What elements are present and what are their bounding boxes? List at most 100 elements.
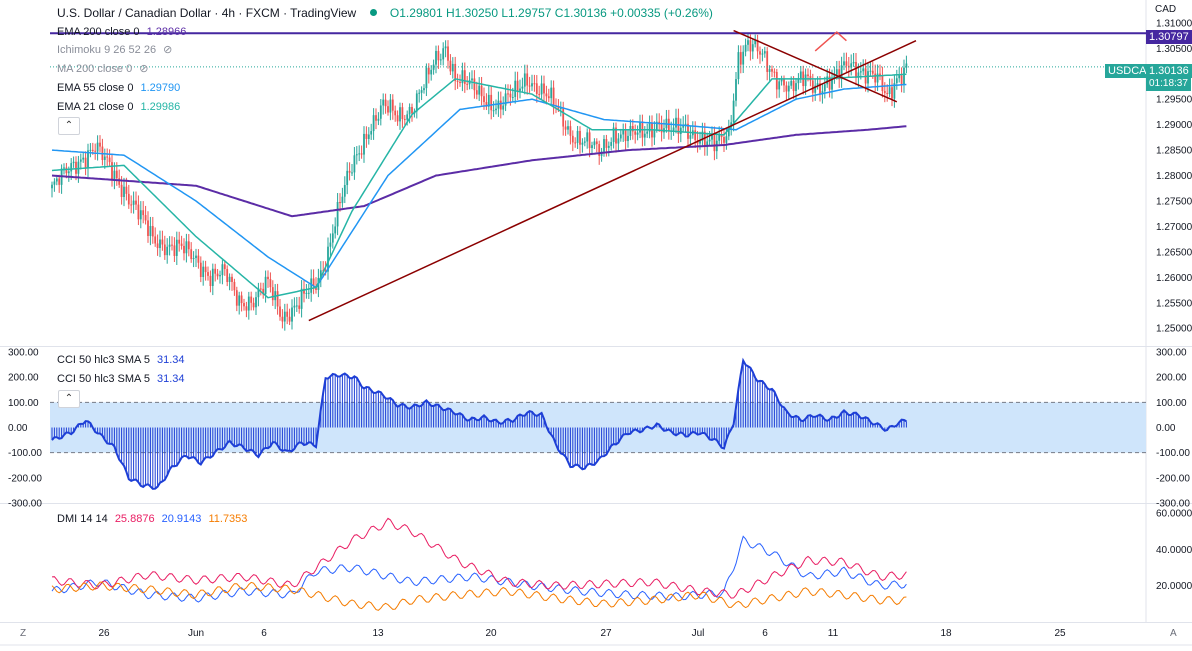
candle-body <box>900 75 903 84</box>
candle-body <box>166 246 169 256</box>
ohlc-low: L1.29757 <box>501 6 552 20</box>
candle-body <box>291 307 293 322</box>
candle-body <box>684 123 687 126</box>
candle-body <box>298 305 301 309</box>
candle-body <box>521 86 524 89</box>
currency-text: CAD <box>1155 4 1177 15</box>
candle-body <box>447 46 449 61</box>
time-tick-label: 25 <box>1054 628 1066 639</box>
candle-body <box>725 136 728 143</box>
candle-body <box>643 133 646 138</box>
candle-body <box>459 81 461 84</box>
candle-body <box>370 131 373 135</box>
price-tick-label: 1.27500 <box>1156 196 1192 207</box>
legend-cci-2[interactable]: CCI 50 hlc3 SMA 5 31.34 <box>57 372 189 386</box>
candle-body <box>531 83 533 87</box>
dmi-minus-line <box>51 517 907 599</box>
legend-ma200[interactable]: MA 200 close 0 ⊘ <box>57 62 153 76</box>
candle-body <box>137 204 140 220</box>
candle-body <box>444 46 447 49</box>
candle-body <box>379 105 382 119</box>
candle-body <box>223 264 226 270</box>
cci-tick-label-right: -100.00 <box>1156 448 1190 459</box>
legend-dmi-plus-value: 20.9143 <box>161 513 202 525</box>
candle-body <box>300 288 303 309</box>
candle-body <box>427 67 430 75</box>
candle-body <box>178 239 181 244</box>
candle-body <box>747 40 749 45</box>
candle-body <box>377 118 380 121</box>
legend-cci-1[interactable]: CCI 50 hlc3 SMA 5 31.34 <box>57 353 189 367</box>
candle-body <box>687 123 689 139</box>
eye-hidden-icon[interactable]: ⊘ <box>163 44 173 56</box>
candle-body <box>406 114 409 120</box>
legend-ema200[interactable]: EMA 200 close 0 1.28966 <box>57 25 190 39</box>
market-status-icon <box>369 9 377 16</box>
candle-body <box>507 93 509 95</box>
candle-body <box>389 99 392 113</box>
legend-dmi[interactable]: DMI 14 14 25.8876 20.9143 11.7353 <box>57 512 251 526</box>
collapse-cci-legend-button[interactable]: ⌃ <box>58 390 80 408</box>
candle-body <box>617 138 620 144</box>
eye-hidden-icon[interactable]: ⊘ <box>139 63 149 75</box>
legend-ichimoku[interactable]: Ichimoku 9 26 52 26 ⊘ <box>57 43 176 57</box>
candle-body <box>857 72 860 78</box>
dmi-plus-line <box>51 535 907 603</box>
candle-body <box>466 83 469 85</box>
candle-body <box>883 91 886 94</box>
candle-body <box>91 149 94 151</box>
candle-body <box>610 142 613 146</box>
candle-body <box>689 135 692 139</box>
candle-body <box>384 99 387 107</box>
resistance-price-tag: 1.30797 <box>1146 30 1192 44</box>
candle-body <box>331 233 334 243</box>
candle-body <box>713 134 716 152</box>
candle-body <box>706 141 709 148</box>
time-tick-label: 11 <box>828 628 839 639</box>
candle-body <box>766 51 769 72</box>
candle-body <box>675 117 677 128</box>
candle-body <box>125 186 128 194</box>
candle-body <box>51 184 53 189</box>
candle-body <box>795 83 797 92</box>
candle-body <box>785 85 788 92</box>
candle-body <box>156 243 159 249</box>
candle-body <box>677 117 680 134</box>
symbol-title[interactable]: U.S. Dollar / Canadian Dollar · 4h · FXC… <box>57 6 357 20</box>
candle-body <box>492 110 495 112</box>
candle-body <box>672 127 675 131</box>
legend-adx-value: 11.7353 <box>208 513 248 525</box>
candle-body <box>387 106 389 113</box>
cci-histogram <box>51 360 907 489</box>
candle-body <box>238 295 241 306</box>
candle-body <box>816 83 819 86</box>
auto-scale-button[interactable]: A <box>1170 628 1177 639</box>
candle-body <box>833 74 836 78</box>
candle-body <box>598 144 601 156</box>
legend-ema21[interactable]: EMA 21 close 0 1.29986 <box>57 100 184 114</box>
candle-body <box>607 145 610 148</box>
candle-body <box>871 70 874 74</box>
candle-body <box>701 131 704 141</box>
candle-body <box>123 186 125 197</box>
candle-body <box>185 241 188 254</box>
candle-body <box>483 96 485 103</box>
candle-body <box>430 69 433 75</box>
timezone-button[interactable]: Z <box>20 628 27 639</box>
candle-body <box>103 156 106 160</box>
currency-label[interactable]: CAD <box>1155 4 1176 15</box>
candle-body <box>814 85 817 93</box>
candle-body <box>343 185 346 197</box>
candle-body <box>442 48 445 60</box>
candle-body <box>790 80 793 86</box>
candle-body <box>127 193 130 205</box>
candle-body <box>545 93 548 97</box>
candle-body <box>233 281 236 291</box>
candle-body <box>111 162 113 181</box>
candle-body <box>603 139 605 152</box>
candle-body <box>197 255 200 263</box>
candle-body <box>819 83 821 95</box>
legend-ema55[interactable]: EMA 55 close 0 1.29790 <box>57 81 184 95</box>
collapse-legend-button[interactable]: ⌃ <box>58 117 80 135</box>
